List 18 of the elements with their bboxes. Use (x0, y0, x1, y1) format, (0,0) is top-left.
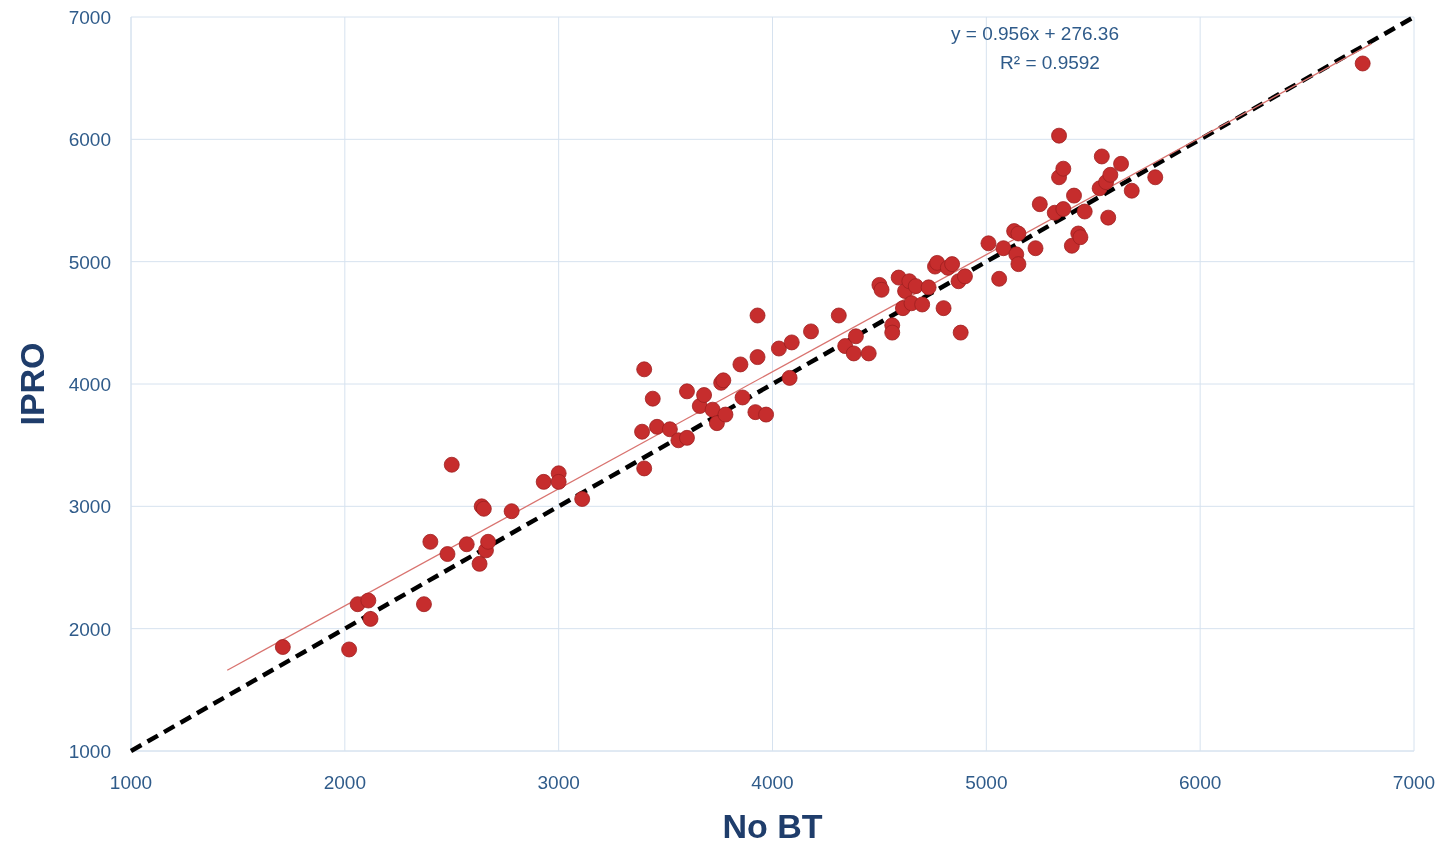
x-tick-label: 7000 (1392, 772, 1436, 793)
x-tick-label: 4000 (751, 772, 794, 793)
x-tick-label: 2000 (323, 772, 366, 793)
annotation: y = 0.956x + 276.36 (951, 23, 1119, 44)
y-tick-label: 7000 (68, 7, 111, 28)
y-tick-label: 4000 (68, 374, 111, 395)
x-axis-title: No BT (722, 807, 823, 845)
y-axis-title: IPRO (13, 342, 51, 426)
x-tick-label: 5000 (965, 772, 1008, 793)
x-tick-label: 6000 (1179, 772, 1222, 793)
y-tick-label: 2000 (68, 618, 111, 640)
y-tick-label: 1000 (68, 741, 111, 762)
y-tick-label: 6000 (68, 129, 111, 151)
x-tick-label: 1000 (109, 772, 153, 793)
y-tick-label: 3000 (68, 496, 111, 518)
x-tick-label: 3000 (537, 772, 580, 793)
y-tick-label: 5000 (68, 251, 111, 273)
annotation: R² = 0.9592 (1000, 52, 1100, 73)
